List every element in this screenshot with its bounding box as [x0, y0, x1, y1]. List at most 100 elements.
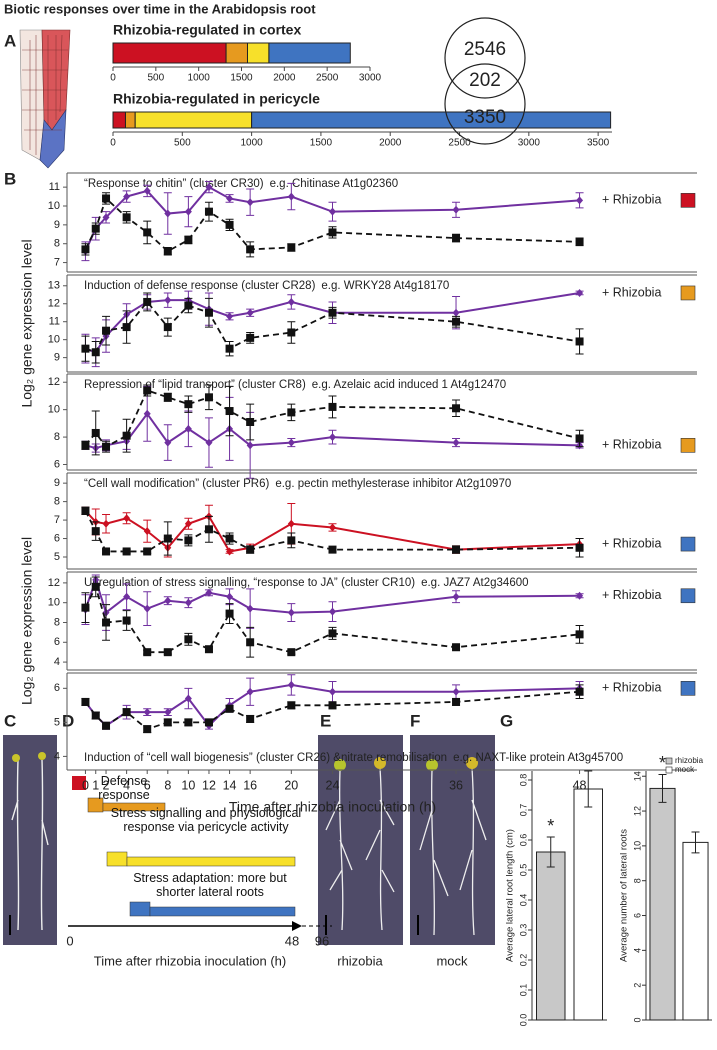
marker — [452, 697, 461, 706]
marker — [163, 247, 172, 256]
marker — [287, 701, 296, 710]
error-bar — [546, 836, 555, 868]
marker — [164, 596, 172, 605]
panel-subtitle: e.g. pectin methylesterase inhibitor At2… — [275, 478, 511, 490]
marker — [225, 609, 234, 618]
marker — [123, 514, 131, 523]
x-tick-label: 1000 — [188, 73, 211, 84]
panel-title: Upregulation of stress signalling, “resp… — [84, 577, 415, 589]
chart-title: Rhizobia-regulated in cortex — [113, 22, 301, 38]
venn-circle — [444, 63, 526, 145]
marker — [184, 400, 193, 409]
marker — [329, 687, 336, 696]
series-line — [84, 510, 580, 553]
bar — [649, 787, 676, 1021]
marker — [287, 297, 295, 306]
marker — [329, 607, 336, 616]
legend-label: + Rhizobia — [602, 588, 661, 602]
marker — [163, 323, 172, 332]
x-tick-label: 2500 — [316, 73, 339, 84]
marker — [143, 708, 151, 717]
x-tick-label: 3000 — [518, 138, 541, 149]
marker — [575, 687, 584, 696]
timeline-label: 48 — [285, 933, 299, 948]
marker — [246, 604, 254, 613]
marker — [123, 592, 131, 601]
marker — [184, 694, 192, 703]
marker — [246, 638, 255, 647]
y-tick-label: 12 — [48, 376, 60, 388]
marker — [329, 207, 336, 216]
marker — [575, 434, 584, 443]
bar-segment — [246, 42, 270, 64]
x-tick-label: 2000 — [379, 138, 402, 149]
legend-label: + Rhizobia — [602, 438, 661, 452]
marker — [328, 629, 337, 638]
marker — [452, 317, 461, 326]
marker — [102, 442, 111, 451]
panel-title: Induction of “cell wall biogenesis” (clu… — [84, 752, 447, 764]
marker — [164, 708, 172, 717]
y-tick-label: 14 — [632, 771, 642, 781]
marker — [328, 402, 337, 411]
x-tick-label: 8 — [164, 778, 171, 792]
marker — [91, 527, 100, 536]
marker — [143, 409, 151, 418]
marker — [225, 407, 234, 416]
marker — [575, 237, 584, 246]
error-bar — [658, 773, 667, 803]
y-tick-label: 5 — [54, 551, 60, 563]
marker — [576, 288, 584, 297]
venn-circle — [444, 17, 526, 99]
photo-label: mock — [436, 953, 468, 968]
marker — [122, 431, 131, 440]
x-tick-label: 500 — [147, 73, 164, 84]
marker — [329, 523, 336, 532]
y-tick-label: 0.7 — [518, 804, 528, 817]
x-tick-label: 500 — [174, 138, 191, 149]
marker — [246, 333, 255, 342]
bar — [573, 788, 603, 1021]
marker — [287, 192, 295, 201]
y-tick-label: 2 — [632, 983, 642, 988]
x-tick-label: 1000 — [240, 138, 263, 149]
legend-swatch — [680, 193, 696, 208]
y-axis-title: Average number of lateral roots — [619, 829, 630, 962]
panel-title: Repression of “lipid transport” (cluster… — [84, 379, 306, 391]
panel-subtitle: e.g. Azelaic acid induced 1 At4g12470 — [312, 379, 506, 391]
legend-label: rhizobia — [675, 756, 704, 765]
x-tick-label: 12 — [202, 778, 216, 792]
y-tick-label: 11 — [49, 181, 60, 193]
marker — [287, 519, 295, 528]
x-tick-label: 1 — [92, 778, 99, 792]
marker — [204, 645, 213, 654]
marker — [452, 404, 461, 413]
bar — [536, 851, 566, 1021]
marker — [246, 418, 255, 426]
marker — [287, 243, 296, 252]
marker — [122, 547, 131, 556]
timeline-label: 0 — [66, 933, 73, 948]
marker — [328, 545, 337, 554]
marker — [575, 543, 584, 552]
marker — [184, 301, 193, 310]
x-tick-label: 20 — [284, 778, 298, 792]
y-tick-label: 8 — [54, 238, 60, 250]
marker — [143, 725, 152, 734]
y-tick-label: 6 — [54, 458, 60, 470]
marker — [452, 205, 460, 214]
marker — [81, 697, 90, 706]
timeline-axis-title: Time after rhizobia inoculation (h) — [94, 953, 286, 968]
marker — [102, 547, 111, 556]
panel-label: E — [320, 711, 331, 730]
marker — [122, 708, 131, 717]
marker — [226, 547, 234, 556]
diagram-text: Stress adaptation: more but shorter late… — [133, 871, 287, 899]
marker — [246, 714, 255, 723]
marker — [328, 308, 337, 317]
x-tick-label: 2000 — [273, 73, 296, 84]
series-line — [85, 300, 580, 354]
marker — [226, 194, 234, 203]
panel-subtitle: e.g. NAXT-like protein At3g45700 — [453, 752, 623, 764]
